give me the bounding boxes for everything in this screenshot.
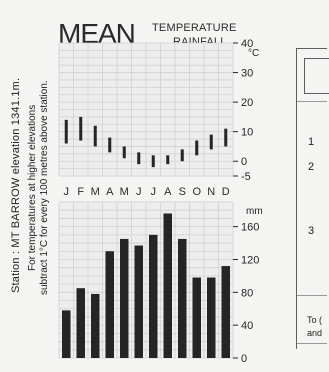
- month-label-nov: N: [207, 186, 216, 198]
- adjacent-text-fragment: To (: [307, 315, 323, 325]
- temperature-range-bar: [79, 116, 83, 141]
- rainfall-bar: [178, 238, 187, 358]
- rainfall-bar: [207, 277, 216, 358]
- month-label-jan: J: [63, 186, 70, 198]
- temperature-range-bar: [122, 146, 126, 159]
- rainfall-tick-label: 0: [241, 353, 247, 365]
- adjacent-text-fragment: and: [307, 328, 323, 338]
- rainfall-bar: [192, 277, 201, 358]
- adjacent-panel-divider: [297, 295, 327, 296]
- temperature-range-bar: [166, 155, 170, 165]
- rainfall-tick-label: 40: [241, 320, 253, 332]
- adjacent-panel-divider: [297, 343, 327, 344]
- adjacent-panel-divider: [297, 101, 327, 102]
- temperature-tick-label: 0: [241, 156, 247, 168]
- temperature-axis-unit: °C: [248, 48, 259, 59]
- temperature-tick-label: 10: [241, 127, 253, 139]
- month-label-oct: O: [192, 186, 202, 198]
- month-label-sep: S: [178, 186, 186, 198]
- temperature-range-bar: [195, 140, 199, 156]
- month-label-apr: A: [106, 186, 114, 198]
- rainfall-tick-label: 160: [241, 222, 259, 234]
- rainfall-bar: [62, 310, 71, 358]
- rainfall-bar: [76, 288, 85, 358]
- month-axis: J F M A M J J A S O N D: [59, 186, 233, 200]
- rainfall-bar: [120, 238, 129, 358]
- temperature-range-bar: [209, 134, 213, 150]
- rainfall-bar: [163, 213, 172, 358]
- temperature-tick-label: -5: [241, 171, 251, 183]
- temperature-range-bar: [64, 119, 68, 144]
- temperature-chart: -5 0 10 20 30 40°C: [58, 38, 259, 183]
- month-label-dec: D: [221, 186, 230, 198]
- adjacent-panel: 1 2 3 To ( and: [296, 48, 329, 349]
- temperature-range-bar: [151, 155, 155, 168]
- temperature-tick-label: 30: [241, 68, 253, 80]
- temperature-legend-label: TEMPERATURE: [152, 22, 237, 34]
- temperature-range-bar: [137, 152, 141, 165]
- adjacent-number-1: 1: [308, 136, 315, 148]
- month-label-jun: J: [136, 186, 142, 198]
- rainfall-bar: [91, 293, 100, 358]
- rainfall-bar: [134, 245, 143, 358]
- adjacent-panel-box: [304, 58, 329, 94]
- month-label-may: M: [119, 186, 129, 198]
- temperature-range-bar: [180, 149, 184, 162]
- adjacent-number-2: 2: [308, 161, 315, 173]
- rainfall-axis-unit: mm: [246, 206, 263, 217]
- adjacent-number-3: 3: [308, 225, 315, 237]
- rainfall-bar: [105, 251, 114, 358]
- temperature-range-bar: [93, 125, 97, 147]
- temperature-range-bar: [108, 137, 112, 153]
- rainfall-tick-label: 80: [241, 287, 253, 299]
- rainfall-bar: [221, 266, 230, 358]
- month-label-feb: F: [77, 186, 85, 198]
- month-label-aug: A: [164, 186, 172, 198]
- rainfall-bar: [149, 234, 158, 358]
- rainfall-chart: 0 40 80 120 160 mm: [58, 201, 263, 365]
- month-label-jul: J: [150, 186, 157, 198]
- temperature-tick-label: 20: [241, 97, 253, 109]
- temperature-range-bar: [224, 128, 228, 147]
- temperature-tick-label: 40: [241, 38, 253, 50]
- month-label-mar: M: [90, 186, 100, 198]
- rainfall-tick-label: 120: [241, 254, 259, 266]
